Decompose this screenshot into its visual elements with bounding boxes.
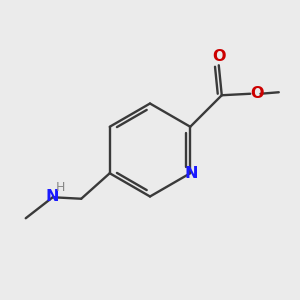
Text: N: N [46, 189, 59, 204]
Text: H: H [56, 181, 65, 194]
Text: O: O [212, 49, 226, 64]
Text: O: O [250, 86, 263, 101]
Text: N: N [185, 166, 198, 181]
